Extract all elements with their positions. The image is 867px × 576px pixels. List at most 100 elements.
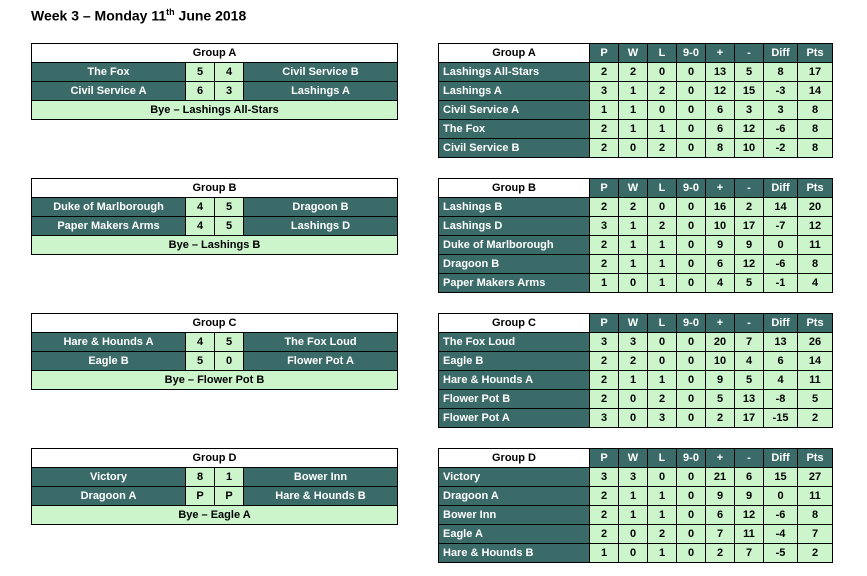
fixture-row: Civil Service A 6 3 Lashings A [31,81,399,101]
home-score: 4 [185,332,215,352]
stat-cell: 4 [734,351,764,371]
stat-cell: 2 [589,254,619,274]
league-header-row: Group D P W L 9-0 + - Diff Pts [438,448,833,468]
stat-cell: 0 [676,524,706,544]
stat-cell: 2 [705,408,735,428]
stat-cell: 0 [763,486,798,506]
stat-cell: 0 [676,505,706,525]
stat-cell: 9 [734,235,764,255]
team-name: Flower Pot B [438,389,590,409]
stat-cell: 12 [797,216,833,236]
column-header: + [705,178,735,198]
stat-cell: 11 [797,235,833,255]
away-team: Flower Pot A [243,351,398,371]
stat-cell: 2 [647,389,677,409]
stat-cell: 1 [618,370,648,390]
home-team: Eagle B [31,351,186,371]
league-group-title: Group B [438,178,590,198]
column-header: Pts [797,43,833,63]
stat-cell: 0 [676,216,706,236]
stat-cell: 4 [763,370,798,390]
stat-cell: 3 [734,100,764,120]
league-header-row: Group A P W L 9-0 + - Diff Pts [438,43,833,63]
stat-cell: 1 [618,81,648,101]
stat-cell: 3 [618,332,648,352]
stat-cell: 3 [589,408,619,428]
page-title: Week 3 – Monday 11th June 2018 [31,7,247,24]
stat-cell: -2 [763,138,798,158]
column-header: L [647,448,677,468]
stat-cell: 1 [618,486,648,506]
team-name: Lashings D [438,216,590,236]
team-name: Paper Makers Arms [438,273,590,293]
stat-cell: 1 [618,100,648,120]
stat-cell: -3 [763,81,798,101]
column-header: Diff [763,43,798,63]
stat-cell: -6 [763,119,798,139]
stat-cell: 0 [676,119,706,139]
team-name: Lashings All-Stars [438,62,590,82]
column-header: Diff [763,448,798,468]
stat-cell: 8 [797,505,833,525]
league-row: Civil Service B 2 0 2 0 8 10 -2 8 [438,138,833,158]
league-row: Victory 3 3 0 0 21 6 15 27 [438,467,833,487]
away-score: 0 [214,351,244,371]
column-header: L [647,313,677,333]
stat-cell: 26 [797,332,833,352]
stat-cell: -5 [763,543,798,563]
stat-cell: 0 [676,100,706,120]
column-header: - [734,43,764,63]
fixture-row: The Fox 5 4 Civil Service B [31,62,399,82]
home-score: 6 [185,81,215,101]
stat-cell: 0 [763,235,798,255]
away-team: Dragoon B [243,197,398,217]
stat-cell: 0 [618,138,648,158]
column-header: L [647,178,677,198]
league-row: Flower Pot A 3 0 3 0 2 17 -15 2 [438,408,833,428]
stat-cell: 9 [705,486,735,506]
stat-cell: 0 [676,62,706,82]
stat-cell: 3 [589,332,619,352]
stat-cell: 0 [676,273,706,293]
column-header: L [647,43,677,63]
fixture-row: Hare & Hounds A 4 5 The Fox Loud [31,332,398,352]
stat-cell: 2 [589,197,619,217]
stat-cell: 13 [763,332,798,352]
stat-cell: 1 [647,505,677,525]
stat-cell: 21 [705,467,735,487]
fixture-row: Dragoon A P P Hare & Hounds B [31,486,398,506]
stat-cell: 2 [647,138,677,158]
stat-cell: 0 [618,543,648,563]
league-table: Group A P W L 9-0 + - Diff Pts Lashings All-Stars… [438,43,833,158]
stat-cell: -6 [763,505,798,525]
bye-team: Bye – Flower Pot B [31,370,398,390]
league-header-row: Group B P W L 9-0 + - Diff Pts [438,178,833,198]
league-table: Group D P W L 9-0 + - Diff Pts Victory 3 3 0 0 21 6 15 27… [438,448,833,563]
stat-cell: 9 [734,486,764,506]
stat-cell: 3 [589,81,619,101]
home-team: The Fox [31,62,186,82]
league-row: Lashings D 3 1 2 0 10 17 -7 12 [438,216,833,236]
team-name: Duke of Marlborough [438,235,590,255]
column-header: W [618,313,648,333]
stat-cell: 1 [647,486,677,506]
stat-cell: 2 [734,197,764,217]
stat-cell: 2 [589,62,619,82]
stat-cell: 0 [618,524,648,544]
stat-cell: 6 [734,467,764,487]
stat-cell: 1 [647,119,677,139]
stat-cell: 2 [589,486,619,506]
league-row: Paper Makers Arms 1 0 1 0 4 5 -1 4 [438,273,833,293]
stat-cell: 5 [734,273,764,293]
stat-cell: 17 [734,408,764,428]
stat-cell: 0 [676,543,706,563]
stat-cell: 2 [618,62,648,82]
home-score: 5 [185,351,215,371]
stat-cell: 10 [734,138,764,158]
column-header: + [705,448,735,468]
column-header: Diff [763,313,798,333]
stat-cell: 1 [647,254,677,274]
away-score: 5 [214,197,244,217]
home-score: P [185,486,215,506]
